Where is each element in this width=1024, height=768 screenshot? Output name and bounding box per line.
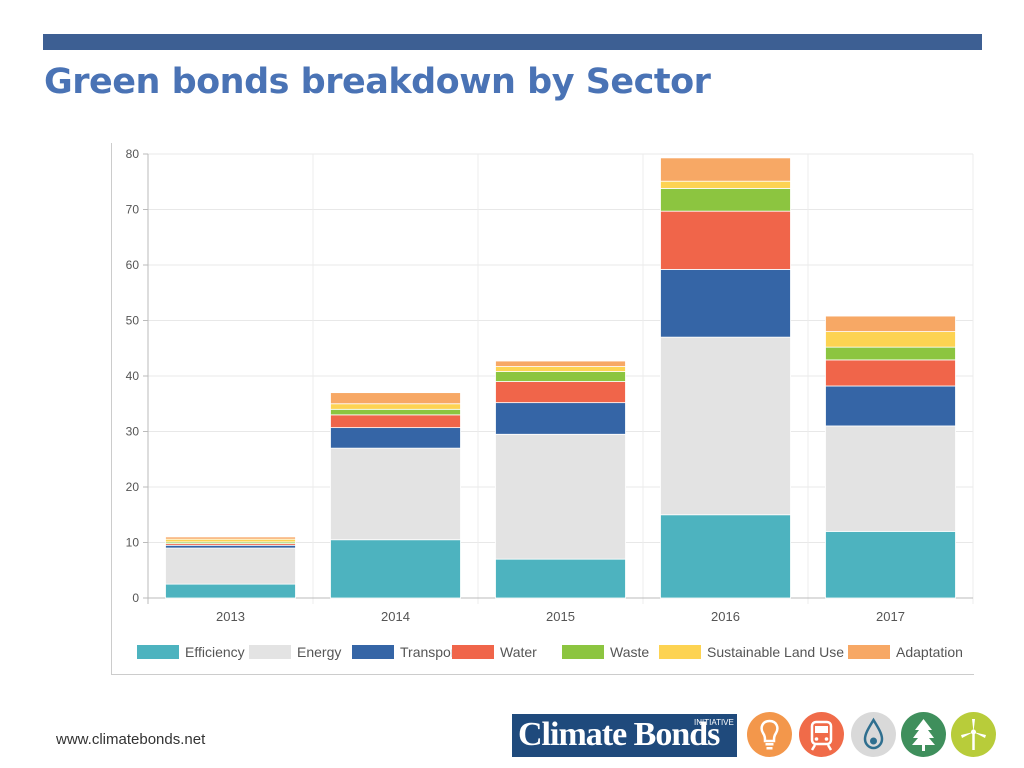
y-tick-label: 30 xyxy=(126,425,140,439)
bar-efficiency-2013 xyxy=(165,583,296,599)
bar-energy-2017 xyxy=(825,425,956,532)
x-tick-label: 2014 xyxy=(381,609,410,624)
bar-waste-2014 xyxy=(330,408,461,416)
bar-transport-2016 xyxy=(660,269,791,338)
lightbulb-icon xyxy=(747,712,792,757)
y-tick-label: 60 xyxy=(126,258,140,272)
stacked-bar-chart: 0 10 20 30 40 50 60 70 80 2013 2014 2015 2016 2017 Eff… xyxy=(126,147,974,660)
bar-energy-2016 xyxy=(660,336,791,516)
bar-sustainable-land-use-2014 xyxy=(330,403,461,410)
bar-sustainable-land-use-2013 xyxy=(165,538,296,543)
bar-waste-2015 xyxy=(495,371,626,382)
bar-sustainable-land-use-2017 xyxy=(825,331,956,348)
bar-energy-2015 xyxy=(495,433,626,560)
y-tick-label: 10 xyxy=(126,536,140,550)
water-drop-icon-bg xyxy=(851,712,896,757)
legend-label-waste: Waste xyxy=(610,644,649,660)
logo-small-text: INITIATIVE xyxy=(694,718,734,727)
legend-swatch-efficiency xyxy=(137,645,179,659)
legend-label-energy: Energy xyxy=(297,644,341,660)
water-drop-icon xyxy=(851,712,896,757)
train-icon-bg xyxy=(799,712,844,757)
x-tick-label: 2016 xyxy=(711,609,740,624)
legend-swatch-adaptation xyxy=(848,645,890,659)
bar-adaptation-2015 xyxy=(495,360,626,367)
lightbulb-icon-bg xyxy=(747,712,792,757)
bar-adaptation-2016 xyxy=(660,157,791,182)
legend-swatch-sustainable-land-use xyxy=(659,645,701,659)
legend-label-sustainable-land-use: Sustainable Land Use xyxy=(707,644,844,660)
logo-text: Climate Bonds xyxy=(518,716,720,753)
legend-swatch-waste xyxy=(562,645,604,659)
y-tick-label: 70 xyxy=(126,203,140,217)
climate-bonds-logo: Climate Bonds INITIATIVE xyxy=(512,714,737,757)
bar-efficiency-2016 xyxy=(660,514,791,599)
legend-label-water: Water xyxy=(500,644,537,660)
bar-transport-2013 xyxy=(165,544,296,549)
bar-adaptation-2017 xyxy=(825,315,956,332)
legend-label-transport: Transport xyxy=(400,644,460,660)
x-tick-label: 2015 xyxy=(546,609,575,624)
bar-sustainable-land-use-2016 xyxy=(660,180,791,189)
y-tick-label: 80 xyxy=(126,147,140,161)
bar-transport-2014 xyxy=(330,427,461,449)
bar-energy-2013 xyxy=(165,547,296,585)
bar-adaptation-2014 xyxy=(330,392,461,405)
wind-turbine-icon xyxy=(951,712,996,757)
y-tick-label: 40 xyxy=(126,369,140,383)
bar-efficiency-2017 xyxy=(825,530,956,599)
bar-sustainable-land-use-2015 xyxy=(495,366,626,372)
y-tick-label: 20 xyxy=(126,480,140,494)
footer-url[interactable]: www.climatebonds.net xyxy=(56,731,206,748)
legend-swatch-transport xyxy=(352,645,394,659)
slide-title: Green bonds breakdown by Sector xyxy=(44,62,711,102)
bar-energy-2014 xyxy=(330,447,461,541)
top-accent-bar xyxy=(43,34,982,50)
bar-water-2015 xyxy=(495,381,626,404)
bar-water-2014 xyxy=(330,414,461,429)
x-tick-label: 2017 xyxy=(876,609,905,624)
bar-waste-2016 xyxy=(660,188,791,212)
bar-waste-2017 xyxy=(825,346,956,361)
train-icon xyxy=(799,712,844,757)
bar-adaptation-2013 xyxy=(165,536,296,540)
y-tick-label: 50 xyxy=(126,314,140,328)
bar-water-2017 xyxy=(825,359,956,387)
y-tick-label: 0 xyxy=(132,591,139,605)
tree-icon xyxy=(901,712,946,757)
legend-swatch-energy xyxy=(249,645,291,659)
chart-frame: 0 10 20 30 40 50 60 70 80 2013 2014 2015 2016 2017 Eff… xyxy=(111,143,974,675)
legend-label-efficiency: Efficiency xyxy=(185,644,245,660)
bar-efficiency-2015 xyxy=(495,558,626,599)
bar-efficiency-2014 xyxy=(330,539,461,599)
bar-transport-2017 xyxy=(825,385,956,427)
legend-swatch-water xyxy=(452,645,494,659)
x-tick-label: 2013 xyxy=(216,609,245,624)
bar-transport-2015 xyxy=(495,402,626,435)
legend-label-adaptation: Adaptation xyxy=(896,644,963,660)
bar-water-2016 xyxy=(660,210,791,270)
